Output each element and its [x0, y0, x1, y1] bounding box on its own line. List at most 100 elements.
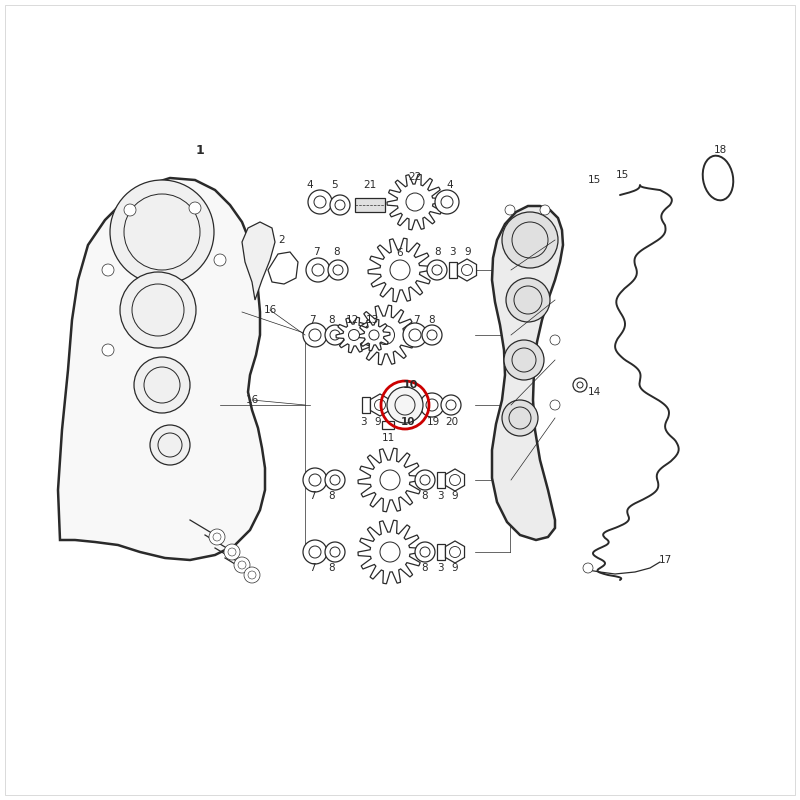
Polygon shape	[492, 206, 563, 540]
Circle shape	[427, 260, 447, 280]
Circle shape	[102, 264, 114, 276]
Text: 22: 22	[408, 172, 422, 182]
Text: 11: 11	[382, 433, 394, 443]
Circle shape	[395, 395, 415, 415]
Circle shape	[446, 400, 456, 410]
Text: 19: 19	[426, 417, 440, 427]
Circle shape	[303, 540, 327, 564]
Polygon shape	[446, 469, 465, 491]
Circle shape	[234, 557, 250, 573]
Circle shape	[248, 571, 256, 579]
Circle shape	[512, 222, 548, 258]
Circle shape	[420, 547, 430, 557]
Text: 15: 15	[615, 170, 629, 180]
Circle shape	[309, 546, 321, 558]
Polygon shape	[387, 174, 443, 230]
Circle shape	[325, 470, 345, 490]
Bar	[449, 262, 457, 278]
Text: 8: 8	[329, 491, 335, 501]
Circle shape	[506, 278, 550, 322]
Circle shape	[369, 330, 379, 340]
Circle shape	[335, 200, 345, 210]
Text: 1: 1	[196, 143, 204, 157]
Circle shape	[110, 180, 214, 284]
Circle shape	[505, 205, 515, 215]
Polygon shape	[446, 541, 465, 563]
Circle shape	[573, 378, 587, 392]
Circle shape	[214, 254, 226, 266]
Text: 9: 9	[452, 563, 458, 573]
Text: 7: 7	[413, 315, 419, 325]
Circle shape	[238, 561, 246, 569]
Circle shape	[432, 265, 442, 275]
Circle shape	[213, 533, 221, 541]
Circle shape	[330, 195, 350, 215]
Circle shape	[224, 544, 240, 560]
Circle shape	[509, 407, 531, 429]
Circle shape	[228, 548, 236, 556]
Text: 15: 15	[587, 175, 601, 185]
Text: 8: 8	[422, 491, 428, 501]
Bar	[355, 198, 385, 212]
Circle shape	[330, 475, 340, 485]
Text: 8: 8	[429, 315, 435, 325]
Circle shape	[189, 202, 201, 214]
Text: 10: 10	[401, 417, 415, 427]
Text: 9: 9	[452, 491, 458, 501]
Circle shape	[306, 258, 330, 282]
Bar	[437, 544, 445, 560]
Polygon shape	[242, 222, 275, 300]
Circle shape	[374, 399, 386, 410]
Circle shape	[124, 204, 136, 216]
Circle shape	[325, 542, 345, 562]
Circle shape	[349, 330, 359, 341]
Circle shape	[420, 393, 444, 417]
Circle shape	[422, 325, 442, 345]
Text: 10: 10	[402, 380, 418, 390]
Text: 12: 12	[346, 315, 358, 325]
Circle shape	[550, 335, 560, 345]
Polygon shape	[58, 178, 265, 560]
Text: 13: 13	[366, 315, 378, 325]
Text: 3: 3	[437, 563, 443, 573]
Circle shape	[550, 400, 560, 410]
Circle shape	[158, 433, 182, 457]
Circle shape	[540, 205, 550, 215]
Polygon shape	[370, 394, 390, 416]
Circle shape	[303, 468, 327, 492]
Text: 6: 6	[397, 248, 403, 258]
Circle shape	[330, 547, 340, 557]
Text: 3: 3	[437, 491, 443, 501]
Text: 2: 2	[278, 235, 286, 245]
Circle shape	[403, 323, 427, 347]
Text: 14: 14	[587, 387, 601, 397]
Circle shape	[406, 193, 424, 211]
Text: 7: 7	[309, 563, 315, 573]
Text: 17: 17	[658, 555, 672, 565]
Circle shape	[380, 470, 400, 490]
Circle shape	[375, 326, 394, 345]
Circle shape	[102, 344, 114, 356]
Circle shape	[314, 196, 326, 208]
Circle shape	[325, 325, 345, 345]
Circle shape	[150, 425, 190, 465]
Circle shape	[415, 470, 435, 490]
Circle shape	[309, 329, 321, 341]
Circle shape	[415, 542, 435, 562]
Circle shape	[577, 382, 583, 388]
Polygon shape	[458, 259, 477, 281]
Circle shape	[328, 260, 348, 280]
Circle shape	[390, 260, 410, 280]
Circle shape	[462, 265, 473, 275]
Circle shape	[512, 348, 536, 372]
Circle shape	[312, 264, 324, 276]
Text: 7: 7	[309, 315, 315, 325]
Circle shape	[303, 323, 327, 347]
Circle shape	[441, 395, 461, 415]
Polygon shape	[355, 305, 415, 365]
Circle shape	[120, 272, 196, 348]
Text: 18: 18	[714, 145, 726, 155]
Circle shape	[450, 474, 461, 486]
Circle shape	[427, 330, 437, 340]
Circle shape	[435, 190, 459, 214]
